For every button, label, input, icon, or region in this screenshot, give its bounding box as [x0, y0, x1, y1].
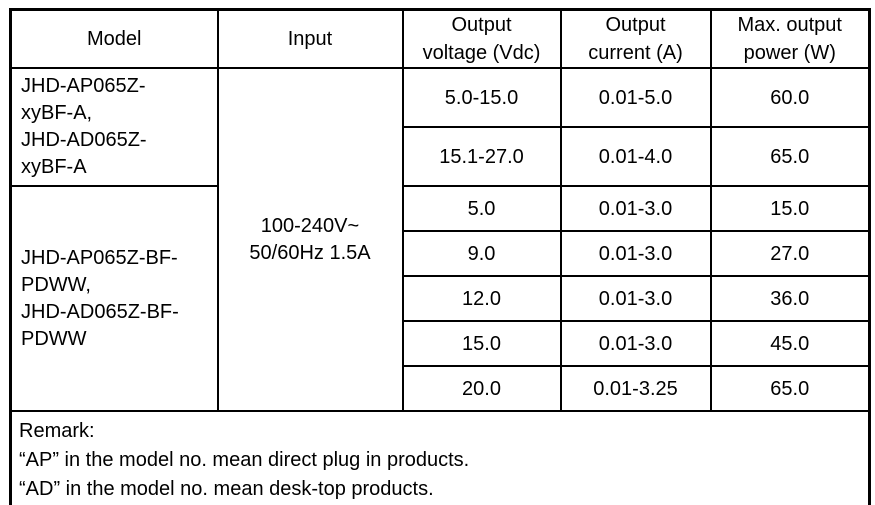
max-output-power-cell: 15.0	[709, 185, 871, 232]
table-row: 15.1-27.0 0.01-4.0 65.0	[11, 126, 871, 187]
output-current-cell: 0.01-3.25	[559, 365, 712, 412]
output-current-cell: 0.01-3.0	[559, 320, 712, 367]
col-header-output-voltage: Output voltage (Vdc)	[401, 8, 562, 69]
col-header-input: Input	[216, 8, 404, 69]
output-voltage-cell: 5.0	[401, 185, 562, 232]
table-row: 12.0 0.01-3.0 36.0	[11, 275, 871, 322]
output-voltage-cell: 9.0	[401, 230, 562, 277]
col-header-max-output-power: Max. output power (W)	[709, 8, 871, 69]
max-output-power-cell: 36.0	[709, 275, 871, 322]
output-voltage-cell: 12.0	[401, 275, 562, 322]
col-header-output-current: Output current (A)	[559, 8, 712, 69]
max-output-power-cell: 27.0	[709, 230, 871, 277]
output-current-cell: 0.01-3.0	[559, 230, 712, 277]
output-voltage-cell: 15.0	[401, 320, 562, 367]
table-row: 20.0 0.01-3.25 65.0	[11, 365, 871, 412]
remark-line-ap: “AP” in the model no. mean direct plug i…	[19, 449, 470, 471]
table-row: 9.0 0.01-3.0 27.0	[11, 230, 871, 277]
output-current-cell: 0.01-4.0	[559, 126, 712, 187]
output-voltage-cell: 20.0	[401, 365, 562, 412]
max-output-power-cell: 60.0	[709, 67, 871, 128]
remark-row: Remark: “AP” in the model no. mean direc…	[9, 410, 871, 505]
output-current-cell: 0.01-5.0	[559, 67, 712, 128]
output-current-cell: 0.01-3.0	[559, 185, 712, 232]
remark-title: Remark:	[19, 420, 95, 442]
output-current-cell: 0.01-3.0	[559, 275, 712, 322]
input-cell: 100-240V~ 50/60Hz 1.5A	[216, 67, 404, 412]
power-spec-table: Model Input Output voltage (Vdc) Output …	[9, 8, 871, 505]
col-header-model: Model	[9, 8, 219, 69]
header-row: Model Input Output voltage (Vdc) Output …	[9, 8, 871, 69]
max-output-power-cell: 65.0	[709, 365, 871, 412]
remark-line-ad: “AD” in the model no. mean desk-top prod…	[19, 478, 434, 500]
output-voltage-cell: 15.1-27.0	[401, 126, 562, 187]
max-output-power-cell: 65.0	[709, 126, 871, 187]
model-cell-group-2: JHD-AP065Z-BF- PDWW, JHD-AD065Z-BF- PDWW	[9, 185, 219, 412]
remark-cell: Remark: “AP” in the model no. mean direc…	[9, 410, 871, 505]
model-cell-group-1: JHD-AP065Z- xyBF-A, JHD-AD065Z- xyBF-A	[9, 67, 219, 187]
table-row: JHD-AP065Z-BF- PDWW, JHD-AD065Z-BF- PDWW…	[9, 185, 871, 412]
table-row: 15.0 0.01-3.0 45.0	[11, 320, 871, 367]
table-row: JHD-AP065Z- xyBF-A, JHD-AD065Z- xyBF-A 1…	[9, 67, 871, 412]
max-output-power-cell: 45.0	[709, 320, 871, 367]
output-voltage-cell: 5.0-15.0	[401, 67, 562, 128]
